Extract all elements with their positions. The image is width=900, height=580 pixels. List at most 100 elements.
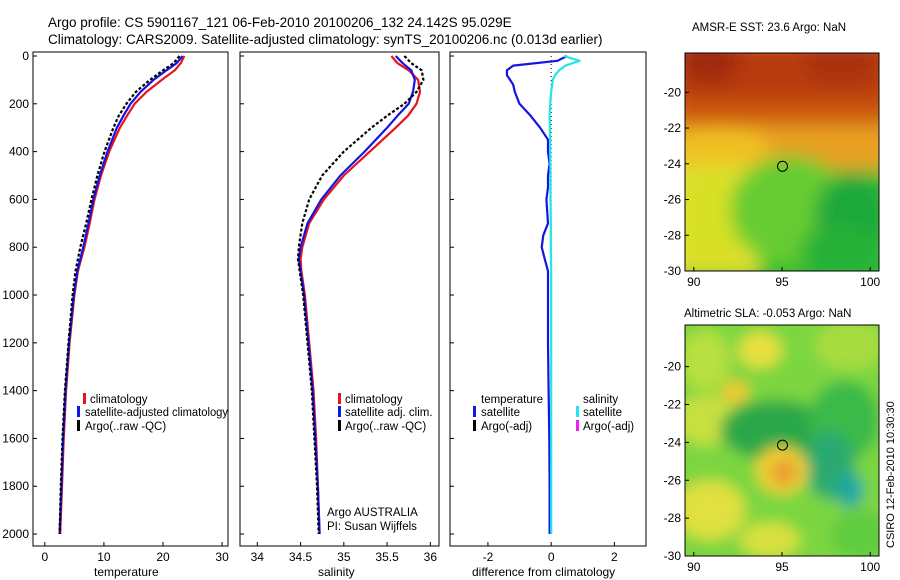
difference-series-temperature-satellite — [505, 55, 568, 534]
legend-salinity-title: salinity — [583, 394, 618, 406]
salinity-xtick-label: 34 — [251, 550, 265, 564]
sla-lat-tick-label: -24 — [664, 435, 682, 449]
temperature-ticks: 0 10 20 30 0 200 400 600 800 1000 1200 1400 1600 1800… — [2, 49, 229, 564]
legend-climatology-swatch — [338, 393, 341, 404]
sla-map-title: Altimetric SLA: -0.053 Argo: NaN — [684, 308, 851, 320]
salinity-xtick-label: 35.5 — [375, 550, 399, 564]
salinity-xtick-label: 34.5 — [289, 550, 313, 564]
figure-title-line2: Climatology: CARS2009. Satellite-adjuste… — [48, 32, 603, 47]
depth-ytick-label: 1600 — [2, 431, 29, 445]
sla-map-field — [685, 325, 879, 556]
temperature-xtick-label: 30 — [215, 550, 229, 564]
sla-lat-tick-label: -22 — [664, 398, 682, 412]
legend-temp-satellite-swatch — [473, 406, 476, 417]
legend-temperature-title: temperature — [481, 394, 543, 406]
legend-argo-label: Argo(..raw -QC) — [345, 421, 426, 433]
salinity-series-satellite-adj-clim — [297, 55, 416, 535]
temperature-panel: 0 10 20 30 0 200 400 600 800 1000 1200 1400 1600 1800… — [2, 49, 229, 579]
sst-map-title: AMSR-E SST: 23.6 Argo: NaN — [692, 22, 846, 34]
legend-climatology-swatch — [83, 393, 86, 404]
salinity-series-climatology — [299, 55, 422, 535]
sla-map-panel: Altimetric SLA: -0.053 Argo: NaN — [664, 308, 881, 574]
argo-agency-note: Argo AUSTRALIA — [327, 507, 418, 519]
difference-ticks: -2 0 2 — [450, 55, 618, 564]
depth-ytick-label: 600 — [9, 192, 29, 206]
depth-ytick-label: 1000 — [2, 288, 29, 302]
depth-ytick-label: 1200 — [2, 336, 29, 350]
sst-map-ticks: 90 95 100 -20 -22 -24 -26 -28 -30 — [664, 85, 881, 289]
legend-temp-argo-swatch — [473, 420, 476, 431]
sla-lon-tick-label: 90 — [687, 560, 701, 574]
csiro-timestamp: CSIRO 12-Feb-2010 10:30:30 — [885, 401, 897, 548]
temperature-legend: climatology satellite-adjusted climatolo… — [77, 393, 228, 433]
legend-argo-swatch — [77, 420, 80, 431]
temperature-series-climatology — [59, 55, 186, 535]
temperature-series-argo-raw-qc — [58, 55, 181, 535]
legend-temp-satellite-label: satellite — [481, 407, 520, 419]
salinity-lines — [296, 55, 425, 535]
legend-satellite-swatch — [77, 406, 80, 417]
sla-lat-tick-label: -26 — [664, 473, 682, 487]
sst-lon-tick-label: 90 — [687, 275, 701, 289]
salinity-series-argo-raw-qc — [296, 55, 425, 535]
difference-xtick-label: 0 — [548, 550, 555, 564]
sst-lat-tick-label: -26 — [664, 193, 682, 207]
depth-ytick-label: 2000 — [2, 527, 29, 541]
sst-map-field — [685, 53, 879, 271]
temperature-lines — [58, 55, 186, 535]
legend-temp-argo-label: Argo(-adj) — [481, 421, 532, 433]
difference-axes — [449, 51, 647, 547]
temperature-xlabel: temperature — [94, 565, 159, 579]
depth-ytick-label: 1800 — [2, 479, 29, 493]
sst-lat-tick-label: -28 — [664, 228, 682, 242]
sst-lon-tick-label: 100 — [860, 275, 880, 289]
temperature-series-satellite-adjusted-climatology — [58, 55, 184, 535]
salinity-panel: 34 34.5 35 35.5 36 salinity climatology sate… — [239, 51, 440, 579]
salinity-xtick-label: 35 — [337, 550, 351, 564]
sla-lat-tick-label: -30 — [664, 549, 682, 563]
sst-lat-tick-label: -24 — [664, 157, 682, 171]
legend-sal-satellite-swatch — [576, 406, 579, 417]
difference-xtick-label: 2 — [611, 550, 618, 564]
difference-xtick-label: -2 — [483, 550, 494, 564]
legend-argo-label: Argo(..raw -QC) — [85, 421, 166, 433]
sla-lat-tick-label: -28 — [664, 511, 682, 525]
legend-sal-argo-swatch — [576, 420, 579, 431]
sst-lat-tick-label: -22 — [664, 121, 682, 135]
salinity-axes — [239, 51, 440, 547]
argo-pi-note: PI: Susan Wijffels — [327, 521, 417, 533]
temperature-axes — [32, 51, 229, 547]
sst-map-panel: AMSR-E SST: 23.6 Argo: NaN 90 95 100 -20 -22… — [664, 22, 881, 289]
salinity-xtick-label: 36 — [424, 550, 438, 564]
depth-ytick-label: 800 — [9, 240, 29, 254]
temperature-xtick-label: 10 — [97, 550, 111, 564]
difference-panel: -2 0 2 difference from climatology tempera… — [449, 51, 647, 579]
legend-argo-swatch — [338, 420, 341, 431]
legend-satellite-label: satellite-adjusted climatology — [85, 407, 228, 419]
difference-lines — [505, 54, 581, 535]
legend-satellite-label: satellite adj. clim. — [345, 407, 433, 419]
sla-lat-tick-label: -20 — [664, 360, 682, 374]
sst-lat-tick-label: -30 — [664, 264, 682, 278]
sst-lat-tick-label: -20 — [664, 85, 682, 99]
depth-ytick-label: 0 — [22, 49, 29, 63]
salinity-legend: climatology satellite adj. clim. Argo(..… — [338, 393, 433, 433]
legend-sal-satellite-label: satellite — [583, 407, 622, 419]
temperature-xtick-label: 20 — [156, 550, 170, 564]
legend-sal-argo-label: Argo(-adj) — [583, 421, 634, 433]
difference-xlabel: difference from climatology — [472, 565, 615, 579]
sst-float-location-marker — [777, 160, 788, 172]
legend-satellite-swatch — [338, 406, 341, 417]
depth-ytick-label: 1400 — [2, 384, 29, 398]
depth-ytick-label: 400 — [9, 145, 29, 159]
sst-lon-tick-label: 95 — [775, 275, 789, 289]
difference-series-salinity-satellite — [548, 54, 581, 534]
legend-climatology-label: climatology — [90, 394, 148, 406]
sla-lon-tick-label: 95 — [775, 560, 789, 574]
legend-climatology-label: climatology — [345, 394, 403, 406]
sla-lon-tick-label: 100 — [860, 560, 880, 574]
sla-float-location-marker — [777, 439, 788, 451]
figure-title-line1: Argo profile: CS 5901167_121 06-Feb-2010… — [48, 15, 512, 30]
depth-ytick-label: 200 — [9, 97, 29, 111]
